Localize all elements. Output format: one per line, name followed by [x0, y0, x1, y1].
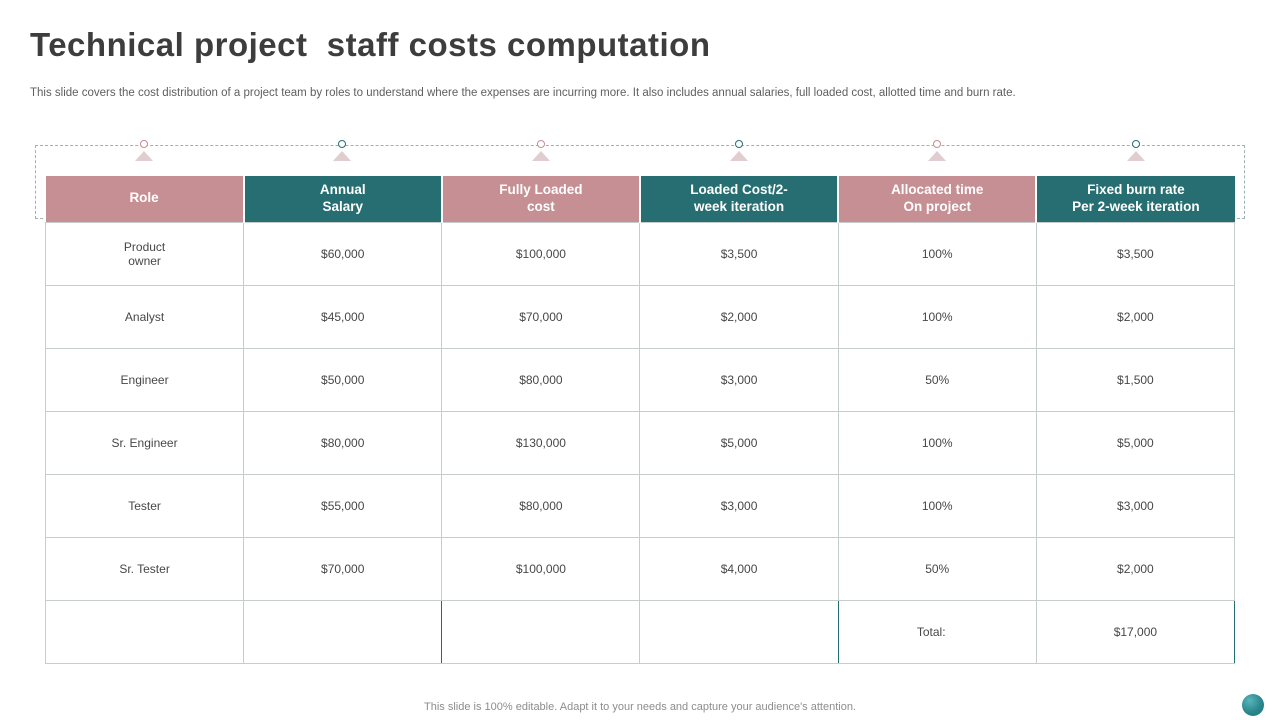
cell-fully-loaded-cost: $130,000 — [441, 410, 641, 475]
cell-allocated-time: 100% — [837, 473, 1037, 538]
column-marker — [640, 140, 838, 161]
cell-loaded-cost-iteration: $2,000 — [639, 284, 839, 349]
page-title: Technical project staff costs computatio… — [30, 26, 711, 63]
cell-annual-salary: $80,000 — [243, 410, 443, 475]
cell-role: Engineer — [44, 347, 245, 412]
cell-role: Tester — [44, 473, 245, 538]
cell-allocated-time: 100% — [837, 221, 1037, 286]
table-row: Analyst $45,000 $70,000 $2,000 100% $2,0… — [44, 284, 1236, 349]
cell-empty — [44, 599, 245, 664]
cell-allocated-time: 50% — [837, 536, 1037, 601]
marker-triangle-icon — [730, 151, 749, 161]
cell-loaded-cost-iteration: $5,000 — [639, 410, 839, 475]
cell-burn-rate: $3,000 — [1035, 473, 1236, 538]
header-loaded-cost-iteration: Loaded Cost/2- week iteration — [638, 176, 839, 222]
marker-triangle-icon — [928, 151, 947, 161]
cell-fully-loaded-cost: $80,000 — [441, 473, 641, 538]
cell-loaded-cost-iteration: $4,000 — [639, 536, 839, 601]
costs-table: Role Annual Salary Fully Loaded cost Loa… — [44, 176, 1236, 664]
cell-allocated-time: 100% — [837, 284, 1037, 349]
cell-burn-rate: $5,000 — [1035, 410, 1236, 475]
cell-burn-rate: $3,500 — [1035, 221, 1236, 286]
header-row: Role Annual Salary Fully Loaded cost Loa… — [45, 176, 1235, 222]
column-marker — [442, 140, 640, 161]
cell-burn-rate: $1,500 — [1035, 347, 1236, 412]
cell-loaded-cost-iteration: $3,500 — [639, 221, 839, 286]
marker-circle-icon — [140, 140, 149, 148]
cell-role: Sr. Engineer — [44, 410, 245, 475]
total-value: $17,000 — [1035, 599, 1236, 664]
header-allocated-time: Allocated time On project — [837, 176, 1037, 222]
column-marker — [243, 140, 441, 161]
cell-role: Sr. Tester — [44, 536, 245, 601]
marker-triangle-icon — [531, 151, 550, 161]
cell-burn-rate: $2,000 — [1035, 536, 1236, 601]
header-annual-salary: Annual Salary — [242, 176, 442, 222]
marker-triangle-icon — [135, 151, 154, 161]
table-zone: Role Annual Salary Fully Loaded cost Loa… — [35, 140, 1245, 664]
column-marker — [45, 140, 243, 161]
cell-empty — [243, 599, 443, 664]
cell-role: Analyst — [44, 284, 245, 349]
column-marker — [838, 140, 1036, 161]
marker-circle-icon — [338, 140, 347, 148]
cell-annual-salary: $45,000 — [243, 284, 443, 349]
cell-annual-salary: $60,000 — [243, 221, 443, 286]
cell-empty — [639, 599, 839, 664]
header-fully-loaded-cost: Fully Loaded cost — [440, 176, 640, 222]
cell-loaded-cost-iteration: $3,000 — [639, 347, 839, 412]
header-fixed-burn-rate: Fixed burn rate Per 2-week iteration — [1035, 176, 1235, 222]
cell-fully-loaded-cost: $70,000 — [441, 284, 641, 349]
slide-subtitle: This slide covers the cost distribution … — [30, 87, 1016, 99]
cell-role: Product owner — [44, 221, 245, 286]
header-role: Role — [45, 176, 244, 222]
cell-annual-salary: $70,000 — [243, 536, 443, 601]
marker-circle-icon — [1131, 140, 1140, 148]
marker-circle-icon — [933, 140, 942, 148]
cell-allocated-time: 100% — [837, 410, 1037, 475]
marker-circle-icon — [536, 140, 545, 148]
table-row: Sr. Engineer $80,000 $130,000 $5,000 100… — [44, 410, 1236, 475]
marker-triangle-icon — [333, 151, 352, 161]
marker-triangle-icon — [1126, 151, 1145, 161]
cell-fully-loaded-cost: $100,000 — [441, 536, 641, 601]
table-row: Engineer $50,000 $80,000 $3,000 50% $1,5… — [44, 347, 1236, 412]
table-row: Tester $55,000 $80,000 $3,000 100% $3,00… — [44, 473, 1236, 538]
table-row: Product owner $60,000 $100,000 $3,500 10… — [44, 221, 1236, 286]
cell-annual-salary: $50,000 — [243, 347, 443, 412]
table-row: Sr. Tester $70,000 $100,000 $4,000 50% $… — [44, 536, 1236, 601]
cell-fully-loaded-cost: $100,000 — [441, 221, 641, 286]
total-row: Total: $17,000 — [44, 599, 1236, 664]
column-marker — [1037, 140, 1235, 161]
cell-allocated-time: 50% — [837, 347, 1037, 412]
total-label: Total: — [837, 599, 1037, 664]
footer-note: This slide is 100% editable. Adapt it to… — [424, 701, 856, 713]
column-markers — [45, 140, 1235, 161]
marker-circle-icon — [735, 140, 744, 148]
cell-loaded-cost-iteration: $3,000 — [639, 473, 839, 538]
cell-burn-rate: $2,000 — [1035, 284, 1236, 349]
cell-fully-loaded-cost: $80,000 — [441, 347, 641, 412]
corner-dot-decoration — [1242, 694, 1264, 716]
cell-annual-salary: $55,000 — [243, 473, 443, 538]
cell-empty — [441, 599, 641, 664]
